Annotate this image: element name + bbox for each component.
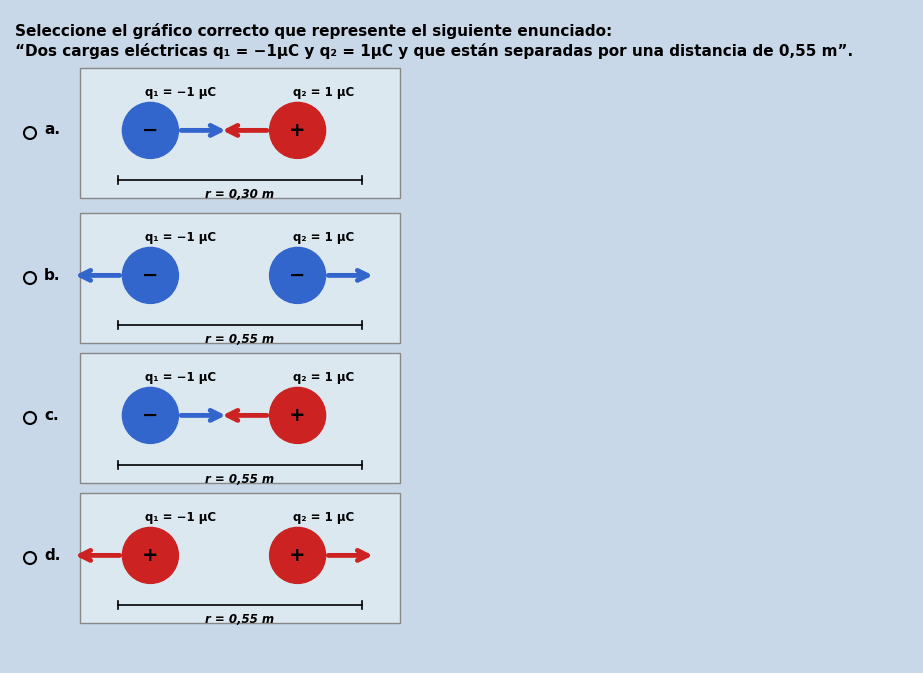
Text: q₂ = 1 μC: q₂ = 1 μC — [293, 86, 354, 99]
Text: q₁ = −1 μC: q₁ = −1 μC — [146, 231, 217, 244]
Text: “Dos cargas eléctricas q₁ = −1μC y q₂ = 1μC y que están separadas por una distan: “Dos cargas eléctricas q₁ = −1μC y q₂ = … — [15, 43, 853, 59]
Text: r = 0,30 m: r = 0,30 m — [206, 188, 274, 201]
Text: +: + — [289, 121, 306, 140]
Circle shape — [123, 248, 178, 304]
FancyBboxPatch shape — [80, 213, 400, 343]
Text: q₂ = 1 μC: q₂ = 1 μC — [293, 231, 354, 244]
Text: q₂ = 1 μC: q₂ = 1 μC — [293, 511, 354, 524]
FancyBboxPatch shape — [80, 493, 400, 623]
Text: −: − — [142, 406, 159, 425]
Text: q₁ = −1 μC: q₁ = −1 μC — [146, 371, 217, 384]
Text: Seleccione el gráfico correcto que represente el siguiente enunciado:: Seleccione el gráfico correcto que repre… — [15, 23, 612, 39]
Circle shape — [270, 248, 326, 304]
Circle shape — [123, 102, 178, 158]
Text: r = 0,55 m: r = 0,55 m — [206, 613, 274, 626]
Text: −: − — [142, 266, 159, 285]
Text: +: + — [289, 546, 306, 565]
Text: b.: b. — [44, 267, 61, 283]
Text: −: − — [142, 121, 159, 140]
Circle shape — [270, 388, 326, 444]
Circle shape — [123, 528, 178, 583]
Text: r = 0,55 m: r = 0,55 m — [206, 473, 274, 486]
Text: +: + — [289, 406, 306, 425]
FancyBboxPatch shape — [80, 353, 400, 483]
Text: c.: c. — [44, 407, 59, 423]
Circle shape — [123, 388, 178, 444]
Text: q₂ = 1 μC: q₂ = 1 μC — [293, 371, 354, 384]
Text: −: − — [290, 266, 306, 285]
Text: q₁ = −1 μC: q₁ = −1 μC — [146, 511, 217, 524]
Circle shape — [270, 102, 326, 158]
Text: a.: a. — [44, 122, 60, 137]
Circle shape — [270, 528, 326, 583]
FancyBboxPatch shape — [80, 68, 400, 198]
Text: +: + — [142, 546, 159, 565]
Text: d.: d. — [44, 548, 60, 563]
Text: q₁ = −1 μC: q₁ = −1 μC — [146, 86, 217, 99]
Text: r = 0,55 m: r = 0,55 m — [206, 333, 274, 346]
